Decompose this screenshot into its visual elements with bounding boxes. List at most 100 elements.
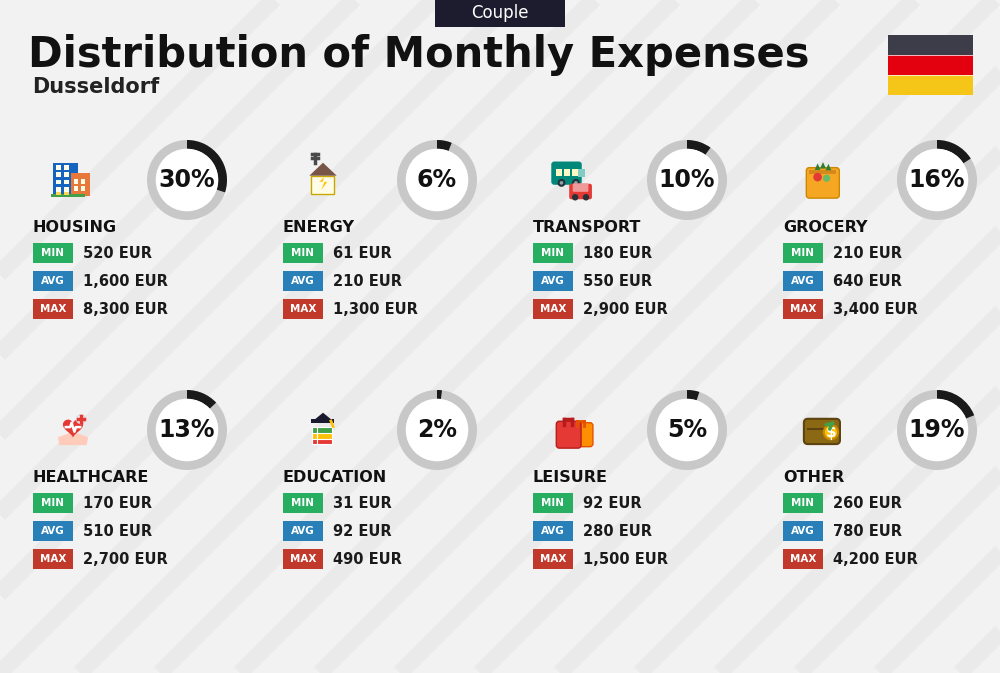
Circle shape: [823, 174, 830, 182]
Text: TRANSPORT: TRANSPORT: [533, 219, 641, 234]
FancyBboxPatch shape: [283, 243, 323, 263]
Text: 13%: 13%: [159, 418, 215, 442]
FancyBboxPatch shape: [56, 172, 61, 177]
Text: MAX: MAX: [540, 554, 566, 564]
Circle shape: [656, 149, 718, 211]
Text: AVG: AVG: [541, 276, 565, 286]
FancyBboxPatch shape: [33, 521, 73, 541]
FancyBboxPatch shape: [573, 183, 588, 192]
Text: 3,400 EUR: 3,400 EUR: [833, 302, 918, 316]
FancyBboxPatch shape: [571, 423, 593, 447]
Text: MIN: MIN: [792, 248, 814, 258]
Text: MIN: MIN: [292, 498, 314, 508]
Circle shape: [906, 399, 968, 461]
Circle shape: [406, 399, 468, 461]
FancyBboxPatch shape: [33, 271, 73, 291]
FancyBboxPatch shape: [804, 419, 840, 444]
Text: 5%: 5%: [667, 418, 707, 442]
Polygon shape: [820, 162, 826, 168]
FancyBboxPatch shape: [533, 493, 573, 513]
FancyBboxPatch shape: [533, 549, 573, 569]
Wedge shape: [187, 390, 216, 409]
FancyBboxPatch shape: [311, 419, 334, 423]
Circle shape: [156, 399, 218, 461]
FancyBboxPatch shape: [56, 187, 61, 192]
Text: AVG: AVG: [291, 276, 315, 286]
Wedge shape: [687, 390, 699, 400]
Text: 550 EUR: 550 EUR: [583, 273, 652, 289]
Circle shape: [824, 425, 838, 439]
Text: MIN: MIN: [42, 498, 64, 508]
Wedge shape: [397, 140, 477, 220]
Circle shape: [560, 181, 563, 184]
FancyBboxPatch shape: [56, 192, 61, 195]
Text: 280 EUR: 280 EUR: [583, 524, 652, 538]
FancyBboxPatch shape: [783, 493, 823, 513]
Circle shape: [558, 179, 565, 187]
Text: 780 EUR: 780 EUR: [833, 524, 902, 538]
Text: 16%: 16%: [909, 168, 965, 192]
Text: 640 EUR: 640 EUR: [833, 273, 902, 289]
FancyBboxPatch shape: [533, 243, 573, 263]
FancyBboxPatch shape: [283, 521, 323, 541]
Text: AVG: AVG: [791, 276, 815, 286]
FancyBboxPatch shape: [312, 437, 332, 444]
Text: 30%: 30%: [159, 168, 215, 192]
FancyBboxPatch shape: [435, 0, 565, 27]
Text: 520 EUR: 520 EUR: [83, 246, 152, 260]
Text: Couple: Couple: [471, 4, 529, 22]
Text: MAX: MAX: [40, 554, 66, 564]
Text: 490 EUR: 490 EUR: [333, 551, 402, 567]
Text: MIN: MIN: [542, 248, 564, 258]
FancyBboxPatch shape: [81, 186, 85, 191]
FancyBboxPatch shape: [81, 179, 85, 184]
Text: Distribution of Monthly Expenses: Distribution of Monthly Expenses: [28, 34, 810, 76]
Text: AVG: AVG: [791, 526, 815, 536]
FancyBboxPatch shape: [312, 427, 332, 433]
Polygon shape: [309, 163, 337, 176]
FancyBboxPatch shape: [311, 176, 334, 194]
Wedge shape: [147, 390, 227, 470]
Wedge shape: [647, 140, 727, 220]
Text: MIN: MIN: [792, 498, 814, 508]
Text: MAX: MAX: [290, 304, 316, 314]
Text: 2,900 EUR: 2,900 EUR: [583, 302, 668, 316]
Text: 8,300 EUR: 8,300 EUR: [83, 302, 168, 316]
Polygon shape: [63, 419, 83, 438]
Circle shape: [574, 181, 578, 184]
FancyBboxPatch shape: [551, 162, 582, 185]
Wedge shape: [687, 140, 711, 155]
FancyBboxPatch shape: [53, 163, 78, 197]
FancyBboxPatch shape: [578, 169, 585, 177]
Wedge shape: [937, 140, 971, 164]
Text: MAX: MAX: [290, 554, 316, 564]
FancyBboxPatch shape: [809, 170, 836, 174]
Circle shape: [77, 415, 85, 423]
Text: 4,200 EUR: 4,200 EUR: [833, 551, 918, 567]
FancyBboxPatch shape: [71, 173, 90, 197]
Text: 6%: 6%: [417, 168, 457, 192]
FancyBboxPatch shape: [33, 243, 73, 263]
Circle shape: [906, 149, 968, 211]
Text: EDUCATION: EDUCATION: [283, 470, 387, 485]
Text: 19%: 19%: [909, 418, 965, 442]
FancyBboxPatch shape: [564, 169, 570, 176]
Polygon shape: [315, 413, 331, 419]
Circle shape: [656, 399, 718, 461]
FancyBboxPatch shape: [556, 421, 581, 448]
Text: MAX: MAX: [790, 304, 816, 314]
Text: Dusseldorf: Dusseldorf: [32, 77, 159, 97]
Circle shape: [156, 149, 218, 211]
Text: MAX: MAX: [40, 304, 66, 314]
Text: MAX: MAX: [540, 304, 566, 314]
Polygon shape: [815, 164, 820, 170]
Text: MIN: MIN: [292, 248, 314, 258]
Text: 1,300 EUR: 1,300 EUR: [333, 302, 418, 316]
FancyBboxPatch shape: [33, 299, 73, 319]
FancyBboxPatch shape: [533, 521, 573, 541]
Text: $: $: [826, 425, 836, 439]
Circle shape: [572, 179, 580, 187]
Text: 180 EUR: 180 EUR: [583, 246, 652, 260]
Text: 2%: 2%: [417, 418, 457, 442]
Text: 1,600 EUR: 1,600 EUR: [83, 273, 168, 289]
